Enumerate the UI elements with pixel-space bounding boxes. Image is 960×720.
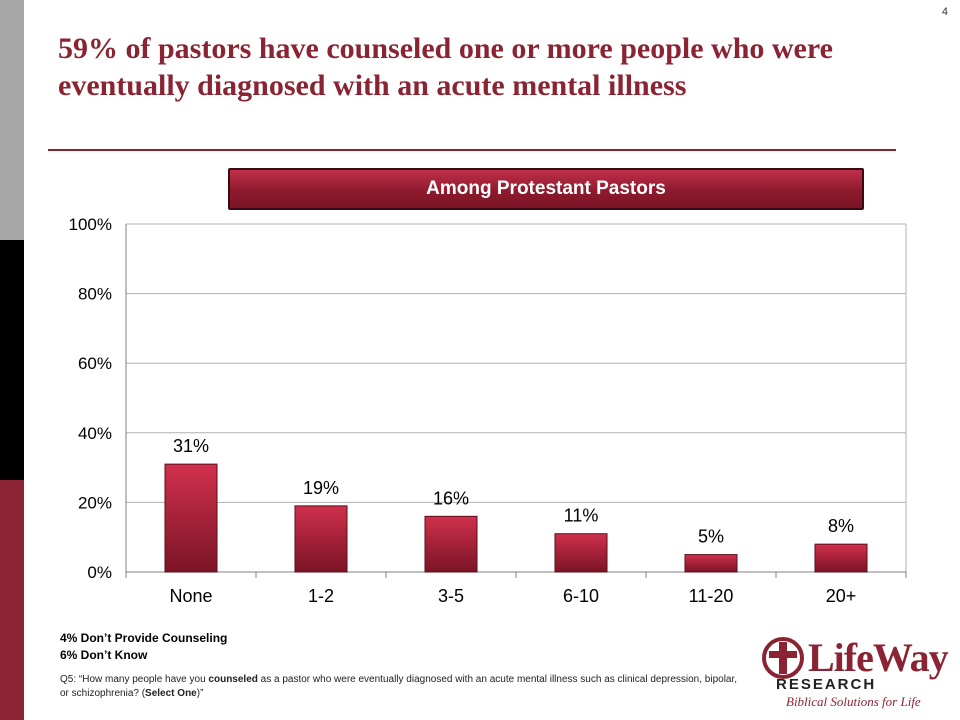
notes: 4% Don’t Provide Counseling 6% Don’t Kno… — [60, 630, 227, 664]
y-tick-label: 100% — [69, 215, 112, 234]
footnote-bold-2: Select One — [145, 688, 197, 699]
bar-chart: 0% 20% 40% 60% 80% 100% 31% None 19% 1-2 16% 3-5 11%… — [69, 215, 907, 606]
bar-20- — [814, 543, 868, 573]
title-divider — [48, 149, 896, 151]
x-tick-label: 3-5 — [438, 586, 464, 606]
chart-banner: Among Protestant Pastors — [228, 168, 864, 210]
x-tick-label: 6-10 — [563, 586, 599, 606]
footnote-bold-1: counseled — [208, 674, 258, 685]
y-tick-label: 20% — [78, 493, 112, 512]
bar-3-5 — [424, 515, 478, 573]
data-label: 31% — [173, 436, 209, 456]
footnote-text-2: as a pastor who were eventually diagnose… — [60, 674, 738, 699]
x-tick-label: 1-2 — [308, 586, 334, 606]
footnote-text-3: )” — [196, 688, 204, 699]
y-tick-label: 40% — [78, 424, 112, 443]
note-no-counseling: 4% Don’t Provide Counseling — [60, 631, 228, 645]
data-label: 19% — [303, 478, 339, 498]
bar-1-2 — [294, 505, 348, 573]
sidebar-accent-black — [0, 240, 24, 480]
cross-emblem-icon — [762, 637, 804, 679]
sidebar-accent-grey — [0, 0, 24, 240]
x-tick-label: None — [169, 586, 212, 606]
note-dont-know: 6% Don’t Know — [60, 648, 148, 662]
logo-wordmark: LifeWay — [808, 635, 949, 680]
x-tick-label: 11-20 — [689, 586, 734, 606]
bar-11-20 — [684, 554, 738, 573]
slide-title: 59% of pastors have counseled one or mor… — [58, 32, 833, 102]
data-label: 11% — [564, 506, 599, 526]
y-tick-label: 0% — [87, 563, 112, 582]
logo-tagline: Biblical Solutions for Life — [786, 694, 921, 709]
data-label: 8% — [828, 516, 854, 536]
sidebar-accent-red — [0, 480, 24, 720]
data-label: 16% — [433, 488, 469, 508]
bar-none — [164, 463, 218, 573]
data-label: 5% — [698, 527, 724, 547]
y-tick-label: 60% — [78, 354, 112, 373]
footnote-text-1: Q5: “How many people have you — [60, 674, 209, 685]
question-footnote: Q5: “How many people have you counseled … — [60, 673, 740, 701]
lifeway-logo: LifeWay RESEARCH Biblical Solutions for … — [756, 635, 949, 714]
x-tick-label: 20+ — [826, 586, 857, 606]
page-number: 4 — [941, 6, 948, 18]
y-tick-label: 80% — [78, 285, 112, 304]
logo-research: RESEARCH — [776, 676, 877, 693]
bar-6-10 — [554, 533, 608, 573]
